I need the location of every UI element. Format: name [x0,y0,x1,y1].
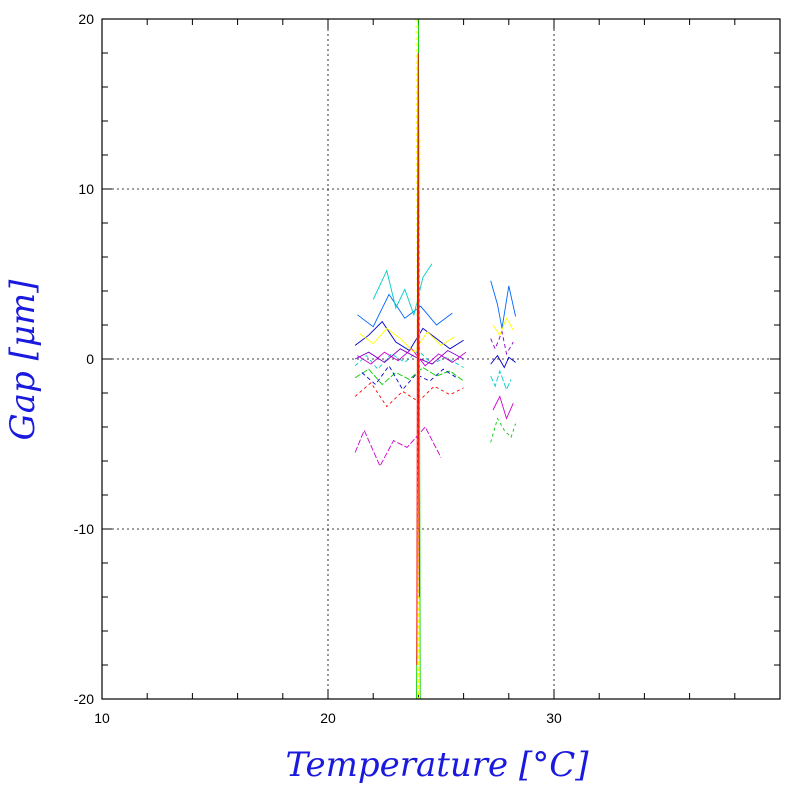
series-line-7 [354,348,464,365]
series-line-1 [354,349,464,370]
series-line-15 [490,330,514,356]
plot-frame [101,18,781,700]
grid-lines [102,19,780,699]
series-line-6 [357,293,453,328]
series-line-18 [492,395,514,420]
series-line-12 [415,18,421,700]
series-line-0 [354,320,464,352]
y-tick-label-2: 0 [86,351,94,367]
series-line-14 [490,280,517,329]
y-axis-label: Gap [μm] [3,279,43,441]
y-tick-label-0: -20 [74,691,94,707]
series-line-13 [416,52,420,666]
x-tick-label-0: 10 [94,710,110,726]
y-tick-label-4: 20 [78,11,94,27]
series-line-8 [361,364,458,391]
y-tick-label-1: -10 [74,521,94,537]
series-line-3 [354,366,464,386]
series-line-10 [354,426,442,468]
series-line-19 [490,417,517,443]
series-line-9 [372,263,433,317]
series-line-5 [354,382,464,408]
series-line-20 [492,317,514,337]
series-line-17 [490,369,512,391]
y-tick-label-3: 10 [78,181,94,197]
series-line-2 [357,348,467,367]
series-line-4 [359,327,455,353]
series-line-16 [490,354,516,369]
x-axis-label: Temperature [°C] [285,745,589,785]
data-traces [354,18,517,700]
x-tick-label-2: 30 [546,710,562,726]
x-tick-label-1: 20 [320,710,336,726]
tick-labels: 10 20 30 -20 -10 0 10 20 [74,11,562,726]
